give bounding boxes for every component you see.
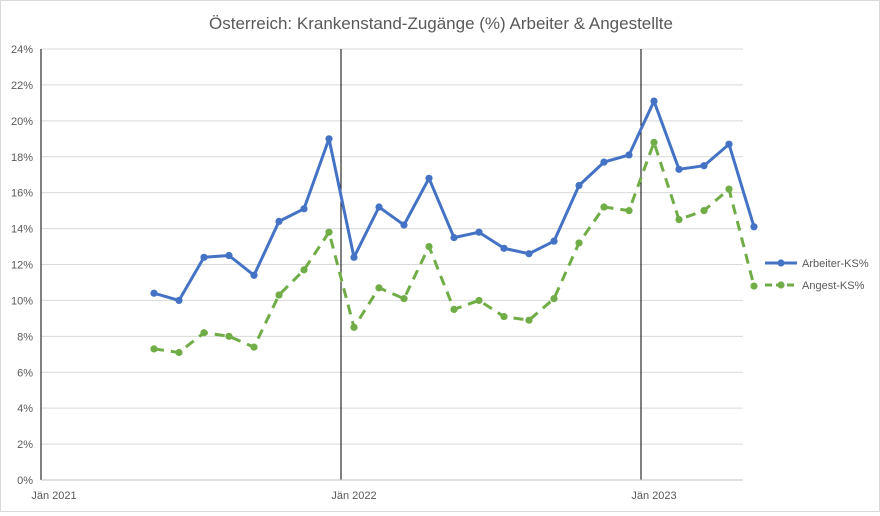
y-tick-label: 12% — [11, 260, 33, 272]
data-point — [675, 165, 683, 173]
data-point — [550, 295, 558, 303]
series-1 — [150, 97, 758, 305]
y-tick-label: 18% — [11, 152, 33, 164]
series-layer — [150, 97, 758, 357]
data-point — [650, 138, 658, 146]
data-point — [200, 253, 208, 261]
legend-label: Angest-KS% — [802, 280, 865, 292]
data-point — [450, 305, 458, 313]
data-point — [425, 174, 433, 182]
data-point — [575, 181, 583, 190]
x-tick-label: Jän 2021 — [31, 490, 76, 502]
x-axis-tick-labels: Jän 2021 Jän 2022 Jän 2023 — [31, 490, 676, 502]
data-point — [175, 296, 183, 305]
data-point — [550, 237, 558, 245]
legend-swatch-marker — [777, 259, 785, 267]
data-point — [275, 217, 283, 225]
data-point — [325, 228, 333, 236]
data-point — [225, 332, 233, 340]
data-point — [250, 343, 258, 351]
legend-label: Arbeiter-KS% — [802, 258, 869, 270]
data-point — [525, 250, 533, 258]
y-tick-label: 6% — [17, 367, 33, 379]
data-point — [725, 140, 733, 148]
y-axis-tick-labels: 0% 2% 4% 6% 8% 10% 12% 14% 16% 18% 20% 22% 24% — [11, 44, 33, 487]
data-point — [725, 185, 733, 193]
data-point — [575, 239, 583, 247]
y-tick-label: 10% — [11, 295, 33, 307]
data-point — [475, 296, 483, 305]
data-point — [525, 316, 533, 324]
legend: Arbeiter-KS% Angest-KS% — [765, 258, 869, 292]
data-point — [300, 266, 308, 274]
y-tick-label: 20% — [11, 116, 33, 128]
data-point — [450, 233, 458, 242]
legend-swatch-marker — [777, 281, 785, 289]
y-tick-label: 16% — [11, 188, 33, 200]
data-point — [400, 295, 408, 303]
data-point — [150, 289, 158, 297]
data-point — [425, 242, 433, 251]
data-point — [375, 284, 383, 292]
data-point — [750, 282, 758, 290]
data-point — [675, 216, 683, 224]
data-point — [500, 244, 508, 252]
data-point — [400, 221, 408, 229]
chart-title: Österreich: Krankenstand-Zugänge (%) Arb… — [209, 14, 673, 33]
data-point — [200, 329, 208, 337]
data-point — [625, 151, 633, 159]
data-point — [600, 203, 608, 211]
y-tick-label: 22% — [11, 80, 33, 92]
data-point — [600, 158, 608, 166]
x-tick-label: Jän 2023 — [631, 490, 676, 502]
data-point — [275, 291, 283, 299]
data-point — [700, 162, 708, 170]
data-point — [175, 348, 183, 357]
data-point — [650, 97, 658, 105]
y-tick-label: 14% — [11, 224, 33, 236]
y-tick-label: 0% — [17, 475, 33, 487]
data-point — [500, 312, 508, 321]
data-point — [475, 228, 483, 236]
y-tick-label: 2% — [17, 439, 33, 451]
data-point — [700, 207, 708, 215]
series-line — [153, 140, 756, 354]
data-point — [300, 205, 308, 213]
data-point — [375, 203, 383, 211]
grid-layer — [40, 48, 743, 481]
data-point — [225, 251, 233, 260]
y-tick-label: 24% — [11, 44, 33, 56]
data-point — [350, 253, 358, 261]
x-tick-label: Jän 2022 — [331, 490, 376, 502]
data-point — [250, 271, 258, 279]
legend-item: Arbeiter-KS% — [765, 258, 869, 270]
data-point — [750, 223, 758, 231]
data-point — [150, 345, 158, 353]
legend-item: Angest-KS% — [765, 280, 865, 292]
series-line — [152, 99, 756, 302]
y-tick-label: 8% — [17, 331, 33, 343]
data-point — [350, 323, 358, 331]
y-tick-label: 4% — [17, 403, 33, 415]
data-point — [625, 207, 633, 215]
data-point — [325, 135, 333, 143]
series-2 — [150, 138, 758, 357]
